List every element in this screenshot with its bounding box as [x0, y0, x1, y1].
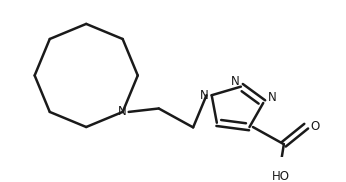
- Text: HO: HO: [271, 170, 289, 182]
- Text: N: N: [118, 105, 127, 118]
- Text: N: N: [200, 89, 208, 102]
- Text: O: O: [310, 120, 319, 133]
- Text: N: N: [267, 91, 276, 104]
- Text: N: N: [231, 75, 240, 88]
